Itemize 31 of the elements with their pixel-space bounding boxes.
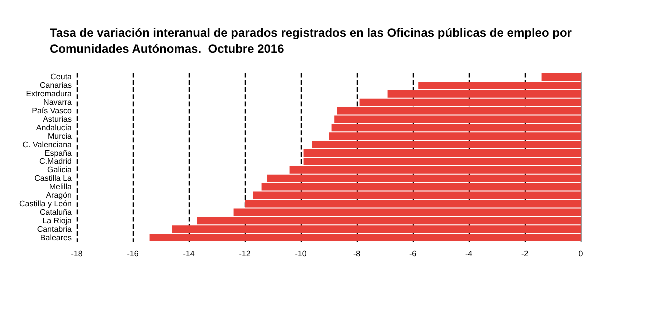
y-tick-label: Castilla La bbox=[34, 174, 73, 184]
x-tick-label: -16 bbox=[127, 250, 140, 258]
y-tick-label: Castilla y León bbox=[20, 199, 72, 208]
y-tick-label: Asturias bbox=[43, 114, 72, 124]
x-tick-label: -12 bbox=[239, 250, 252, 258]
x-tick-label: -2 bbox=[521, 250, 530, 258]
y-tick-label: C. Valenciana bbox=[22, 140, 73, 150]
y-tick-label: Andalucía bbox=[36, 123, 73, 132]
y-tick-label: Murcia bbox=[48, 132, 73, 141]
y-tick-label: Melilla bbox=[49, 182, 73, 192]
chart-title: Tasa de variación interanual de parados registrados en las Oficinas públicas de empleo por Comunidades Autónomas. Octubre 2016 bbox=[50, 26, 572, 56]
x-tick-label: 0 bbox=[578, 250, 584, 258]
x-tick-label: -10 bbox=[295, 250, 308, 258]
x-tick-label: -14 bbox=[183, 250, 196, 258]
y-tick-label: Canarias bbox=[40, 81, 72, 90]
y-tick-label: País Vasco bbox=[32, 106, 73, 116]
x-tick-label: -6 bbox=[409, 250, 418, 258]
y-tick-label: Aragón bbox=[46, 191, 72, 200]
y-tick-label: Extremadura bbox=[26, 90, 73, 99]
y-tick-label: Cantabria bbox=[37, 224, 73, 234]
y-tick-label: Cataluña bbox=[40, 208, 73, 217]
y-tick-label: Baleares bbox=[40, 233, 72, 242]
x-tick-label: -8 bbox=[353, 250, 362, 258]
y-tick-label: Galicia bbox=[48, 166, 73, 175]
y-tick-label: Navarra bbox=[44, 98, 73, 108]
y-tick-label: La Rioja bbox=[42, 216, 73, 226]
x-tick-label: -4 bbox=[465, 250, 474, 258]
y-tick-label: Ceuta bbox=[50, 72, 73, 82]
y-tick-label: España bbox=[44, 148, 73, 158]
y-tick-label: C.Madrid bbox=[40, 157, 72, 166]
x-tick-label: -18 bbox=[71, 250, 84, 258]
